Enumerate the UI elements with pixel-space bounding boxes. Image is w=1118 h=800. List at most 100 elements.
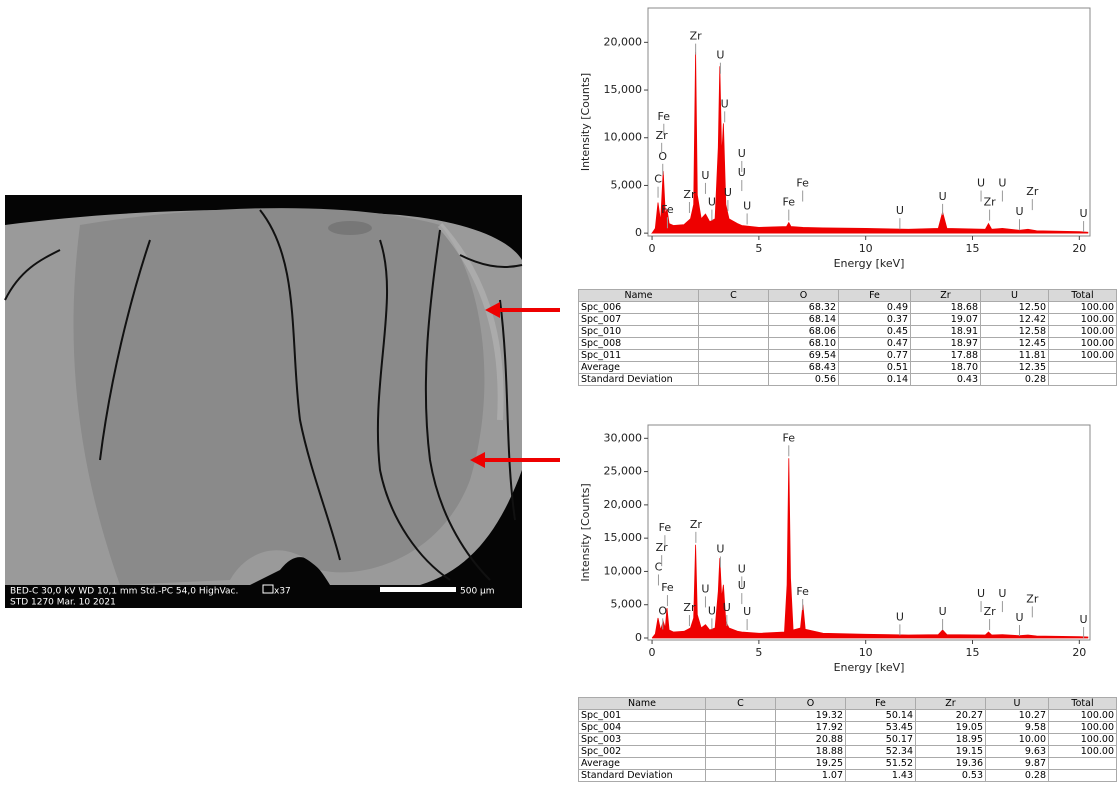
peak-label: U <box>708 604 716 617</box>
cell: Average <box>578 361 699 374</box>
peak-label: U <box>998 177 1006 190</box>
y-tick-label: 25,000 <box>604 465 643 478</box>
peak-label: U <box>721 97 729 110</box>
cell: 20.27 <box>915 709 986 722</box>
peak-label: C <box>654 173 662 186</box>
peak-label: Zr <box>683 188 696 201</box>
y-tick-label: 30,000 <box>604 431 643 444</box>
cell: 51.52 <box>845 757 916 770</box>
peak-label: U <box>1080 613 1088 626</box>
cell: 18.95 <box>915 733 986 746</box>
column-header: Total <box>1048 697 1117 710</box>
cell: 50.14 <box>845 709 916 722</box>
column-header: Name <box>578 697 706 710</box>
peak-label: Fe <box>796 177 809 190</box>
magnification: x37 <box>274 587 291 597</box>
x-tick-label: 5 <box>755 646 762 659</box>
cell: 0.56 <box>768 373 839 386</box>
y-tick-label: 20,000 <box>604 35 643 48</box>
peak-label: U <box>716 542 724 555</box>
peak-label: U <box>977 587 985 600</box>
cell: 10.00 <box>985 733 1049 746</box>
peak-label: U <box>939 605 947 618</box>
cell: 0.37 <box>838 313 911 326</box>
peak-label: U <box>723 601 731 614</box>
cell: 19.25 <box>775 757 846 770</box>
cell: 19.15 <box>915 745 986 758</box>
peak-label: Zr <box>656 129 669 142</box>
cell: Spc_001 <box>578 709 706 722</box>
cell: 10.27 <box>985 709 1049 722</box>
cell: 100.00 <box>1048 733 1117 746</box>
cell: 0.51 <box>838 361 911 374</box>
peak-label: Fe <box>796 585 809 598</box>
peak-label: U <box>1015 611 1023 624</box>
peak-label: U <box>738 579 746 592</box>
cell: 100.00 <box>1048 349 1117 362</box>
spectrum <box>651 458 1089 639</box>
sem-image: BED-C 30,0 kV WD 10,1 mm Std.-PC 54,0 Hi… <box>4 195 523 608</box>
cell: 18.91 <box>910 325 981 338</box>
cell: 0.28 <box>980 373 1049 386</box>
peak-label: U <box>701 169 709 182</box>
column-header: O <box>775 697 846 710</box>
x-tick-label: 0 <box>649 646 656 659</box>
peak-label: Fe <box>658 110 671 123</box>
x-tick-label: 15 <box>966 242 980 255</box>
x-tick-label: 20 <box>1072 242 1086 255</box>
peak-label: U <box>998 587 1006 600</box>
peak-label: U <box>724 186 732 199</box>
cell: 12.45 <box>980 337 1049 350</box>
sample-texture <box>73 208 485 585</box>
y-tick-label: 0 <box>635 631 642 644</box>
arrow <box>485 302 560 318</box>
y-tick-label: 5,000 <box>611 598 643 611</box>
cell: 19.32 <box>775 709 846 722</box>
peak-label: Zr <box>984 196 997 209</box>
peak-label: Fe <box>783 196 796 209</box>
peak-label: U <box>708 196 716 209</box>
peak-label: U <box>738 166 746 179</box>
cell: 0.53 <box>915 769 986 782</box>
cell: 53.45 <box>845 721 916 734</box>
cell: 50.17 <box>845 733 916 746</box>
cell: 17.88 <box>910 349 981 362</box>
cell <box>705 721 776 734</box>
cell <box>705 745 776 758</box>
x-axis-label: Energy [keV] <box>834 257 905 270</box>
cell: 19.05 <box>915 721 986 734</box>
cell: Spc_010 <box>578 325 699 338</box>
cell: 0.43 <box>910 373 981 386</box>
cell: 18.70 <box>910 361 981 374</box>
cell: 19.36 <box>915 757 986 770</box>
peak-label: U <box>896 204 904 217</box>
cell: 0.14 <box>838 373 911 386</box>
cell: Spc_006 <box>578 301 699 314</box>
cell: Spc_011 <box>578 349 699 362</box>
peak-label: Zr <box>690 30 703 43</box>
cell: 9.58 <box>985 721 1049 734</box>
cell: 18.97 <box>910 337 981 350</box>
y-tick-label: 10,000 <box>604 564 643 577</box>
cell: 0.45 <box>838 325 911 338</box>
peak-label: U <box>939 190 947 203</box>
cell <box>698 349 769 362</box>
cell: 0.47 <box>838 337 911 350</box>
cell <box>705 709 776 722</box>
peak-label: U <box>896 610 904 623</box>
peak-label: U <box>743 605 751 618</box>
y-tick-label: 15,000 <box>604 83 643 96</box>
y-tick-label: 10,000 <box>604 131 643 144</box>
cell: 1.43 <box>845 769 916 782</box>
peak-label: C <box>655 560 663 573</box>
cell <box>1048 757 1117 770</box>
spectrum <box>651 51 1089 234</box>
pore <box>328 221 372 235</box>
peak-label: Fe <box>661 581 674 594</box>
cell: Average <box>578 757 706 770</box>
cell: 9.87 <box>985 757 1049 770</box>
cell: 12.35 <box>980 361 1049 374</box>
cell: 52.34 <box>845 745 916 758</box>
cell: 0.28 <box>985 769 1049 782</box>
